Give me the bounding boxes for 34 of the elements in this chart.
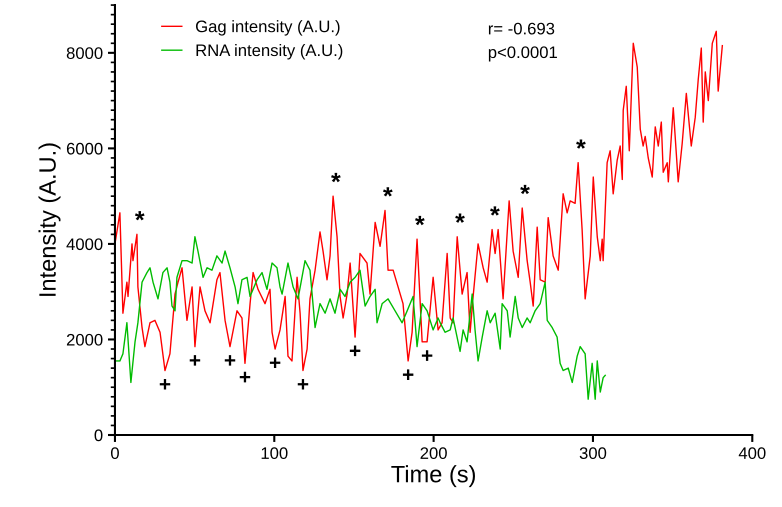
annotation: + bbox=[160, 378, 170, 390]
annotation: + bbox=[402, 369, 414, 380]
annotation: + bbox=[270, 357, 280, 368]
x-tick-label: 400 bbox=[738, 447, 766, 460]
annotation: * bbox=[576, 139, 586, 149]
y-tick-label: 0 bbox=[94, 429, 102, 442]
annotation: * bbox=[134, 211, 145, 220]
annotation: r= -0.693 bbox=[488, 22, 554, 35]
annotation: + bbox=[224, 355, 236, 366]
y-axis-title: Intensity (A.U.) bbox=[38, 143, 61, 296]
annotation: * bbox=[520, 184, 530, 194]
legend-label: RNA intensity (A.U.) bbox=[196, 44, 342, 60]
annotation: + bbox=[190, 355, 200, 366]
x-tick-label: 100 bbox=[262, 447, 288, 460]
x-tick-label: 0 bbox=[110, 447, 119, 460]
y-tick-label: 2000 bbox=[66, 334, 102, 346]
y-tick-label: 8000 bbox=[66, 47, 102, 60]
annotation: * bbox=[490, 206, 500, 216]
legend-label: Gag intensity (A.U.) bbox=[196, 20, 340, 36]
annotation: * bbox=[383, 187, 393, 197]
y-tick-label: 6000 bbox=[66, 142, 102, 155]
annotation: * bbox=[331, 172, 341, 182]
x-tick-label: 200 bbox=[420, 447, 447, 460]
annotation: * bbox=[455, 214, 465, 223]
line-series bbox=[114, 236, 606, 400]
annotation: + bbox=[422, 350, 432, 361]
x-tick-label: 300 bbox=[580, 447, 606, 460]
annotation: * bbox=[415, 216, 425, 226]
y-tick-label: 4000 bbox=[66, 238, 102, 250]
x-axis-title: Time (s) bbox=[391, 465, 475, 488]
annotation: + bbox=[240, 372, 250, 382]
annotation: + bbox=[298, 378, 308, 390]
annotation: + bbox=[350, 346, 360, 356]
annotation: p<0.0001 bbox=[488, 46, 557, 62]
